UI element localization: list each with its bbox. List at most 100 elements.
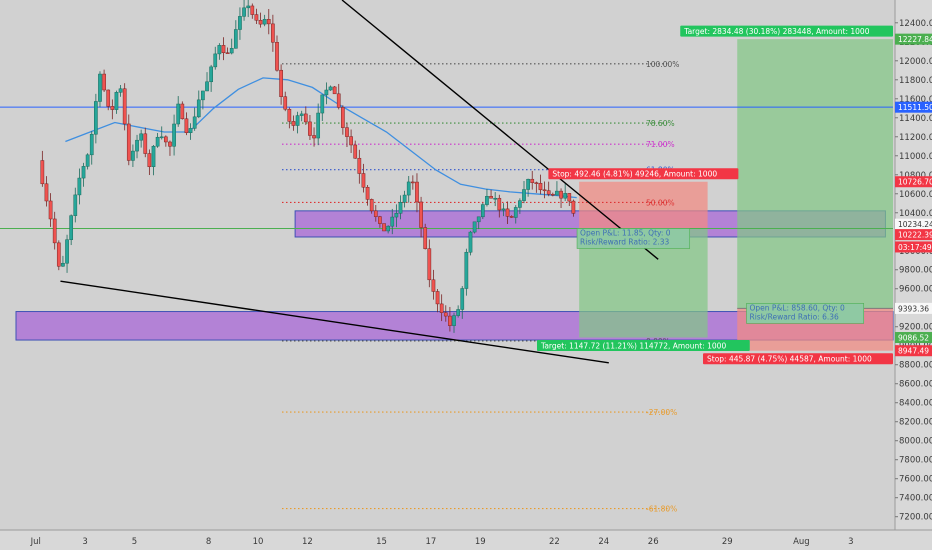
- candle-121: [534, 181, 539, 193]
- candle-body-25: [139, 133, 143, 141]
- candle-27: [147, 149, 152, 176]
- candle-91: [410, 175, 415, 190]
- candle-body-32: [168, 141, 172, 147]
- candle-116: [513, 205, 518, 224]
- position-2-target-area: [737, 39, 893, 309]
- price-label-2: 11511.50: [895, 101, 932, 113]
- price-tick-label-11: 10400.00: [899, 209, 932, 219]
- price-tick-label-6: 11400.00: [899, 114, 932, 124]
- candle-93: [419, 196, 423, 238]
- position-2-target-label-bg: [680, 25, 893, 37]
- price-label-text-6: 03:17:49: [898, 243, 932, 252]
- time-tick-label-5: 10: [253, 537, 264, 547]
- price-label-bg-8: [895, 332, 932, 344]
- candle-67: [312, 127, 316, 147]
- candle-body-80: [365, 186, 370, 200]
- candle-45: [221, 37, 226, 61]
- candle-26: [143, 127, 148, 158]
- price-label-bg-6: [895, 241, 932, 253]
- candle-122: [538, 174, 543, 195]
- price-tick-label-24: 7800.00: [899, 456, 932, 466]
- candle-body-36: [184, 118, 189, 133]
- candle-5: [56, 240, 61, 271]
- price-tick-label-10: 10600.00: [899, 190, 932, 200]
- candle-body-6: [61, 262, 65, 267]
- candle-body-116: [513, 207, 518, 218]
- candle-59: [279, 64, 283, 105]
- candle-108: [480, 202, 485, 220]
- candle-body-107: [476, 216, 481, 223]
- candle-127: [559, 188, 563, 209]
- price-tick-label-14: 9800.00: [899, 266, 932, 276]
- price-tick-label-5: 11600.00: [899, 95, 932, 105]
- candles-layer: [40, 0, 576, 333]
- candle-48: [233, 20, 238, 49]
- candle-body-109: [485, 196, 489, 205]
- candle-body-62: [291, 121, 296, 126]
- candle-68: [316, 103, 321, 146]
- candle-79: [361, 163, 366, 193]
- candle-65: [303, 106, 308, 125]
- candle-body-92: [415, 181, 419, 203]
- candle-95: [427, 239, 432, 288]
- candle-body-10: [77, 177, 82, 196]
- price-label-text-9: 8947.49: [898, 347, 929, 356]
- candle-102: [456, 305, 460, 318]
- candle-25: [139, 129, 143, 148]
- price-tick-label-21: 8400.00: [899, 399, 932, 409]
- price-label-text-2: 11511.50: [898, 103, 932, 112]
- candle-53: [254, 8, 259, 24]
- candle-body-94: [423, 227, 428, 249]
- candle-body-124: [546, 190, 551, 195]
- price-tick-label-4: 11800.00: [899, 76, 932, 86]
- candle-body-42: [209, 66, 213, 83]
- candle-body-88: [398, 202, 403, 214]
- time-tick-label-12: 26: [648, 537, 659, 547]
- candle-body-67: [312, 135, 316, 139]
- candle-body-105: [468, 231, 473, 253]
- candle-23: [131, 144, 135, 168]
- time-tick-label-11: 24: [598, 537, 609, 547]
- time-tick-label-15: 3: [848, 537, 853, 547]
- price-tick-label-17: 9200.00: [899, 323, 932, 333]
- candle-body-23: [131, 150, 135, 161]
- candle-body-22: [126, 123, 131, 161]
- time-axis-bg: [0, 530, 932, 550]
- time-tick-label-8: 17: [425, 537, 436, 547]
- candle-85: [386, 225, 390, 234]
- candle-body-59: [279, 69, 283, 97]
- candle-33: [172, 114, 176, 156]
- candle-38: [192, 107, 197, 131]
- candle-body-113: [501, 208, 506, 211]
- candle-32: [168, 140, 172, 156]
- candle-body-85: [386, 225, 390, 232]
- candle-body-83: [378, 216, 382, 224]
- candle-111: [493, 192, 498, 207]
- candle-body-125: [550, 193, 555, 196]
- fib-label-7: -27.00%: [646, 408, 677, 417]
- time-tick-label-2: 3: [82, 537, 87, 547]
- price-axis[interactable]: 12400.0012200.0012000.0011800.0011600.00…: [894, 0, 932, 530]
- candle-83: [378, 215, 382, 228]
- candle-97: [435, 288, 440, 313]
- price-label-text-5: 10222.39: [898, 231, 932, 240]
- candle-44: [217, 43, 222, 60]
- candle-119: [526, 178, 530, 197]
- candle-76: [349, 129, 353, 154]
- candle-body-24: [135, 139, 139, 152]
- candle-11: [81, 162, 86, 187]
- candle-body-7: [65, 239, 69, 264]
- position-1-info-box: [576, 228, 691, 249]
- candle-56: [266, 8, 271, 35]
- time-tick-label-1: Jul: [30, 537, 41, 547]
- position-2-stop-label-bg: [703, 353, 893, 365]
- candle-16: [102, 69, 106, 93]
- candle-8: [69, 214, 74, 246]
- position-1-pnl-text: Open P&L: 11.85, Qty: 0: [580, 229, 671, 238]
- candle-body-71: [328, 86, 333, 91]
- moving-average-layer: [65, 77, 577, 199]
- time-axis[interactable]: Jul 3 5 8 10 12 15 17 19 22 24 26 29 Aug 3: [0, 529, 932, 550]
